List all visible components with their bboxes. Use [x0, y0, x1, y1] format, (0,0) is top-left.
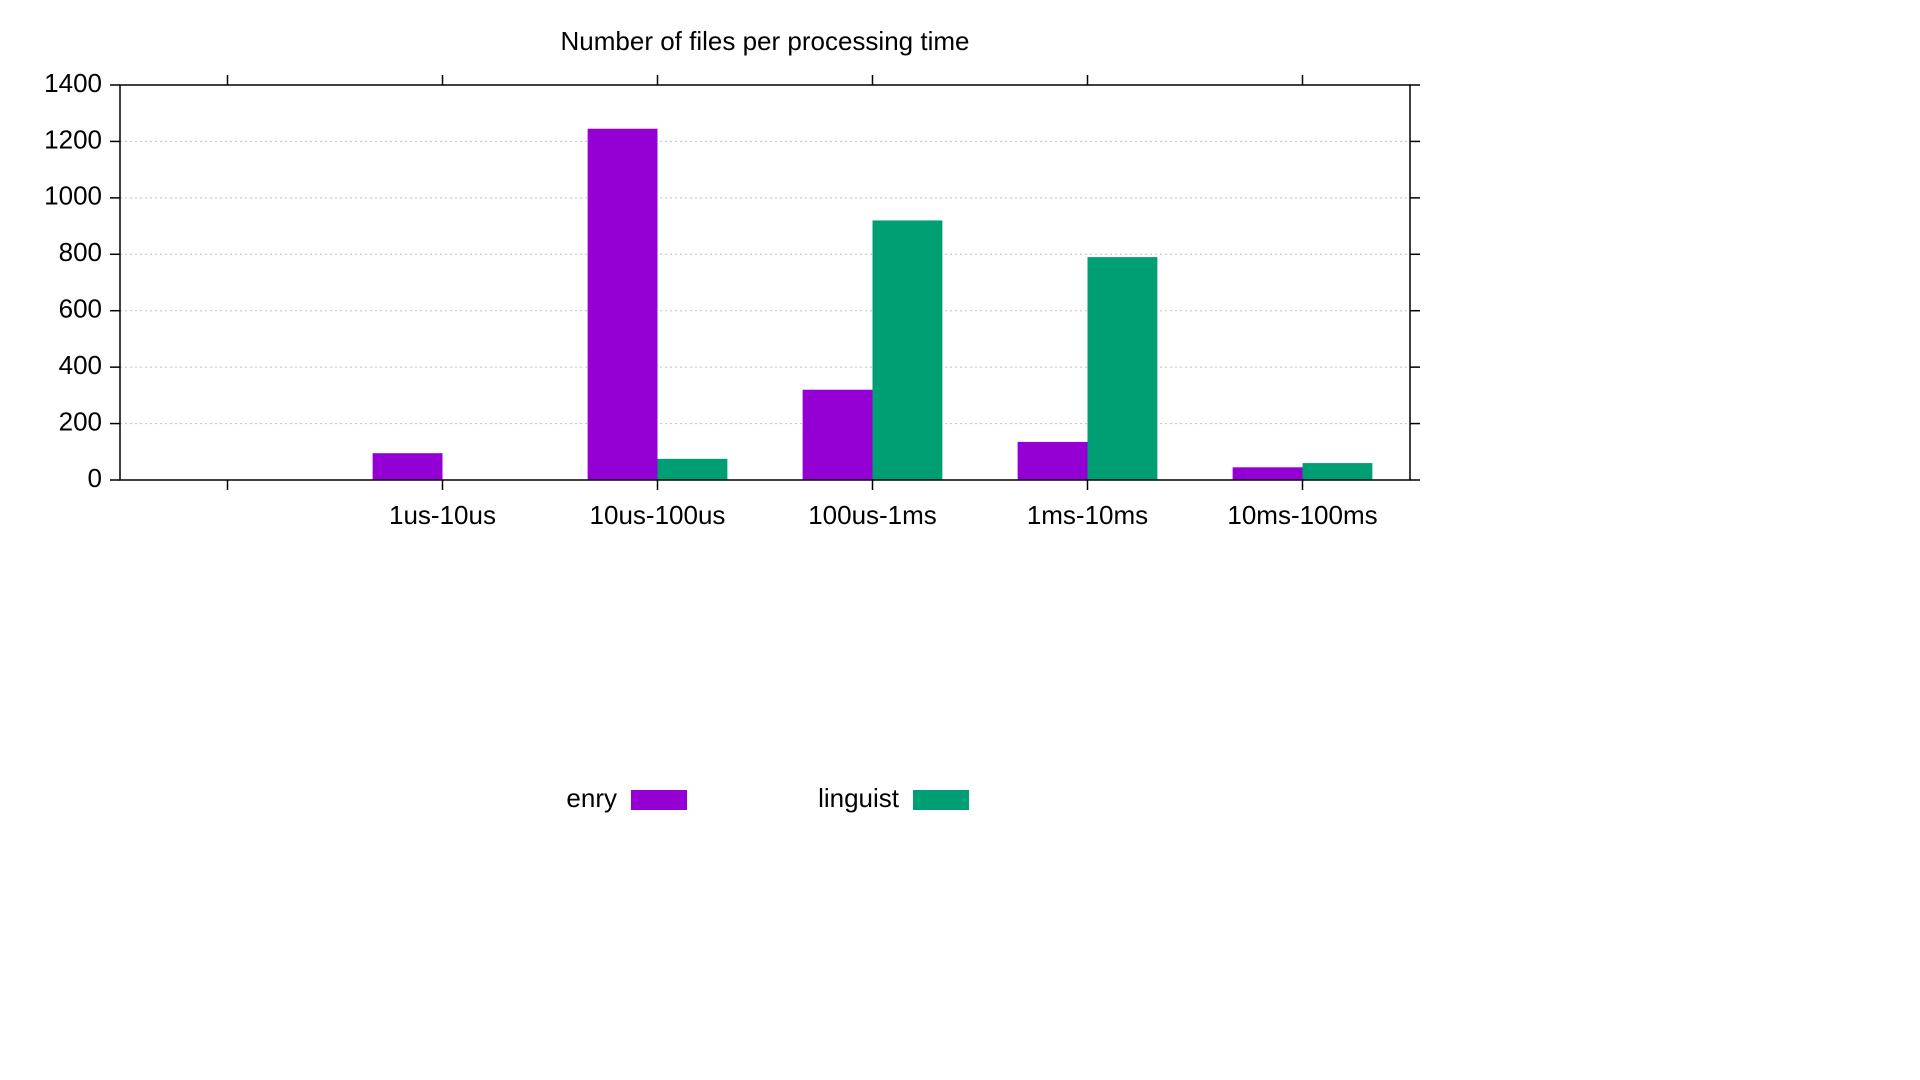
legend-label: enry: [566, 783, 617, 813]
chart-title: Number of files per processing time: [561, 26, 970, 56]
bar-enry: [373, 453, 443, 480]
y-tick-label: 1000: [44, 181, 102, 211]
x-tick-label: 10us-100us: [590, 500, 726, 530]
legend-label: linguist: [818, 783, 900, 813]
plot-border: [120, 85, 1410, 480]
y-tick-label: 0: [88, 463, 102, 493]
x-tick-label: 100us-1ms: [808, 500, 937, 530]
x-tick-label: 10ms-100ms: [1227, 500, 1377, 530]
y-tick-label: 400: [59, 350, 102, 380]
y-tick-label: 800: [59, 237, 102, 267]
bar-enry: [1018, 442, 1088, 480]
bar-chart: Number of files per processing time 0 200 4…: [0, 0, 1920, 1080]
legend-swatch: [631, 790, 687, 810]
bar-linguist: [1088, 257, 1158, 480]
bar-linguist: [873, 220, 943, 480]
bar-enry: [803, 390, 873, 480]
y-tick-label: 200: [59, 406, 102, 436]
y-tick-label: 600: [59, 294, 102, 324]
legend-swatch: [913, 790, 969, 810]
x-tick-label: 1ms-10ms: [1027, 500, 1148, 530]
bar-enry: [588, 129, 658, 480]
x-tick-label: 1us-10us: [389, 500, 496, 530]
bar-linguist: [1303, 463, 1373, 480]
y-tick-label: 1400: [44, 68, 102, 98]
bar-enry: [1233, 467, 1303, 480]
bar-linguist: [658, 459, 728, 480]
chart-container: Number of files per processing time 0 200 4…: [0, 0, 1920, 1080]
y-tick-label: 1200: [44, 124, 102, 154]
